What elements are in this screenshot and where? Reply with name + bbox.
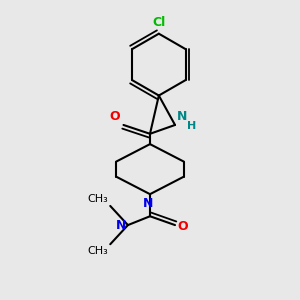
Text: N: N <box>176 110 187 124</box>
Text: CH₃: CH₃ <box>87 194 108 205</box>
Text: Cl: Cl <box>152 16 166 29</box>
Text: N: N <box>143 196 154 209</box>
Text: CH₃: CH₃ <box>87 246 108 256</box>
Text: O: O <box>177 220 188 233</box>
Text: H: H <box>188 121 196 130</box>
Text: N: N <box>116 219 126 232</box>
Text: O: O <box>109 110 120 124</box>
